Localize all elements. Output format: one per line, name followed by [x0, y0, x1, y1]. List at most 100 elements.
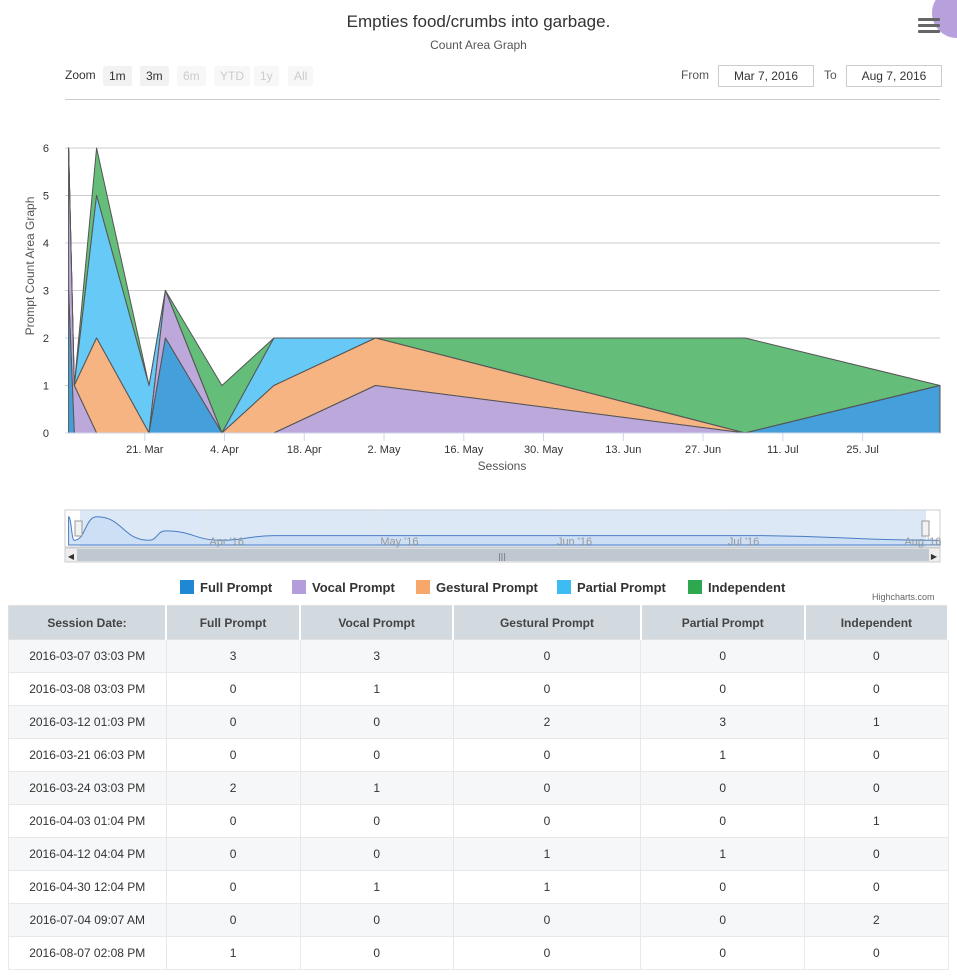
y-tick-label: 3 [43, 286, 49, 298]
cell-value: 0 [299, 936, 454, 970]
cell-value: 0 [165, 804, 301, 838]
from-date-input[interactable]: Mar 7, 2016 [718, 65, 814, 87]
cell-value: 0 [452, 771, 642, 805]
y-tick-label: 5 [43, 191, 49, 203]
cell-value: 1 [804, 804, 949, 838]
y-axis-title: Prompt Count Area Graph [23, 197, 37, 336]
table-row: 2016-08-07 02:08 PM 1 0 0 0 0 [8, 936, 949, 970]
legend-swatch-independent [688, 580, 702, 594]
cell-value: 0 [640, 672, 806, 706]
credits-link[interactable]: Highcharts.com [872, 592, 935, 602]
cell-session-date: 2016-03-12 01:03 PM [8, 705, 167, 739]
zoom-all-button[interactable]: All [288, 66, 314, 86]
scroll-left-icon[interactable]: ◀ [68, 552, 75, 561]
cell-value: 0 [165, 672, 301, 706]
to-date-input[interactable]: Aug 7, 2016 [846, 65, 942, 87]
legend-item-vocal-prompt[interactable]: Vocal Prompt [292, 578, 395, 596]
legend-item-full-prompt[interactable]: Full Prompt [180, 578, 272, 596]
cell-session-date: 2016-04-12 04:04 PM [8, 837, 167, 871]
cell-value: 1 [299, 672, 454, 706]
chart-title: Empties food/crumbs into garbage. [346, 12, 611, 31]
navigator-handle-right[interactable] [921, 520, 930, 537]
header-partial-prompt: Partial Prompt [640, 605, 806, 640]
header-vocal-prompt: Vocal Prompt [299, 605, 455, 640]
cell-value: 0 [640, 771, 806, 805]
x-tick-label: 2. May [368, 444, 402, 456]
zoom-6m-button[interactable]: 6m [177, 66, 206, 86]
cell-value: 2 [804, 903, 949, 937]
x-tick-label: 13. Jun [605, 444, 641, 456]
header-full-prompt: Full Prompt [165, 605, 302, 640]
legend-item-partial-prompt[interactable]: Partial Prompt [557, 578, 666, 596]
cell-value: 0 [165, 870, 301, 904]
cell-value: 3 [299, 639, 454, 673]
header-independent: Independent [804, 605, 950, 640]
x-tick-label: 16. May [444, 444, 484, 456]
cell-value: 0 [299, 705, 454, 739]
y-tick-label: 1 [43, 381, 49, 393]
table-row: 2016-03-21 06:03 PM 0 0 0 1 0 [8, 738, 949, 772]
legend-label: Partial Prompt [577, 579, 666, 595]
table-row: 2016-03-07 03:03 PM 3 3 0 0 0 [8, 639, 949, 673]
zoom-1m-button[interactable]: 1m [103, 66, 132, 86]
legend-item-independent[interactable]: Independent [688, 578, 785, 596]
cell-value: 1 [640, 738, 806, 772]
cell-session-date: 2016-03-24 03:03 PM [8, 771, 167, 805]
axes: 21. Mar 4. Apr 18. Apr 2. May 16. May 30. May… [65, 432, 940, 456]
x-tick-label: 11. Jul [767, 444, 799, 456]
x-axis-title: Sessions [478, 459, 527, 473]
table-row: 2016-04-12 04:04 PM 0 0 1 1 0 [8, 837, 949, 871]
scrollbar-thumb[interactable] [77, 549, 929, 561]
zoom-ytd-button[interactable]: YTD [214, 66, 250, 86]
session-table: Session Date: Full Prompt Vocal Prompt G… [8, 605, 950, 970]
cell-value: 0 [299, 903, 454, 937]
header-session-date: Session Date: [8, 605, 167, 640]
table-row: 2016-03-08 03:03 PM 0 1 0 0 0 [8, 672, 949, 706]
navigator-label: Jun '16 [557, 536, 592, 548]
table-row: 2016-03-24 03:03 PM 2 1 0 0 0 [8, 771, 949, 805]
legend-swatch-full [180, 580, 194, 594]
navigator-label: Aug '16 [904, 536, 941, 548]
x-tick-label: 27. Jun [685, 444, 721, 456]
table-row: 2016-04-03 01:04 PM 0 0 0 0 1 [8, 804, 949, 838]
cell-value: 0 [452, 804, 642, 838]
cell-value: 0 [299, 738, 454, 772]
cell-value: 0 [165, 837, 301, 871]
cell-value: 0 [299, 804, 454, 838]
cell-value: 1 [452, 837, 642, 871]
from-label: From [681, 68, 709, 82]
legend-swatch-partial [557, 580, 571, 594]
table-row: 2016-04-30 12:04 PM 0 1 1 0 0 [8, 870, 949, 904]
cell-session-date: 2016-03-07 03:03 PM [8, 639, 167, 673]
range-separator [65, 99, 940, 100]
cell-value: 1 [299, 771, 454, 805]
zoom-1y-button[interactable]: 1y [254, 66, 279, 86]
navigator-label: Jul '16 [728, 536, 759, 548]
navigator-handle-left[interactable] [74, 520, 83, 537]
legend-item-gestural-prompt[interactable]: Gestural Prompt [416, 578, 538, 596]
cell-value: 0 [640, 936, 806, 970]
cell-session-date: 2016-07-04 09:07 AM [8, 903, 167, 937]
cell-session-date: 2016-03-21 06:03 PM [8, 738, 167, 772]
cell-value: 0 [804, 837, 949, 871]
cell-value: 1 [452, 870, 642, 904]
cell-value: 2 [452, 705, 642, 739]
cell-value: 0 [804, 936, 949, 970]
chart-svg: 0 1 2 3 4 5 6 21. Mar 4. Apr 18. Apr 2. May 16. Ma… [23, 143, 941, 563]
legend-label: Full Prompt [200, 579, 273, 595]
cell-session-date: 2016-08-07 02:08 PM [8, 936, 167, 970]
table-row: 2016-03-12 01:03 PM 0 0 2 3 1 [8, 705, 949, 739]
chart-legend: Full Prompt Vocal Prompt Gestural Prompt… [0, 578, 957, 596]
y-tick-label: 6 [43, 143, 49, 155]
cell-value: 0 [804, 738, 949, 772]
navigator[interactable]: Apr '16 May '16 Jun '16 Jul '16 Aug '16 ◀ ▶ … [64, 509, 941, 563]
cell-value: 0 [804, 639, 949, 673]
context-menu-button[interactable] [918, 18, 940, 36]
cell-session-date: 2016-04-03 01:04 PM [8, 804, 167, 838]
cell-value: 0 [452, 936, 642, 970]
scroll-right-icon[interactable]: ▶ [931, 552, 938, 561]
zoom-3m-button[interactable]: 3m [140, 66, 169, 86]
chart-subtitle: Count Area Graph [430, 38, 527, 52]
cell-value: 2 [165, 771, 301, 805]
table-row: 2016-07-04 09:07 AM 0 0 0 0 2 [8, 903, 949, 937]
